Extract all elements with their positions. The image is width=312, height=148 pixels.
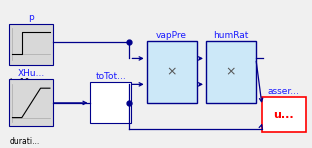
- Bar: [9, 24, 53, 65]
- Text: vapPre: vapPre: [156, 31, 187, 40]
- Text: p: p: [28, 13, 34, 22]
- Text: asser...: asser...: [268, 87, 300, 96]
- Text: XHu...: XHu...: [17, 69, 45, 78]
- Bar: [262, 97, 306, 132]
- Text: toTot...: toTot...: [95, 72, 126, 81]
- Bar: [147, 41, 197, 103]
- Text: ×: ×: [166, 66, 177, 79]
- Text: humRat: humRat: [213, 31, 249, 40]
- Text: ×: ×: [226, 66, 236, 79]
- Text: k=10...: k=10...: [9, 78, 37, 87]
- Text: u...: u...: [274, 110, 294, 120]
- Bar: [90, 82, 131, 123]
- Text: durati...: durati...: [9, 137, 40, 146]
- Bar: [9, 79, 53, 126]
- Bar: [206, 41, 256, 103]
